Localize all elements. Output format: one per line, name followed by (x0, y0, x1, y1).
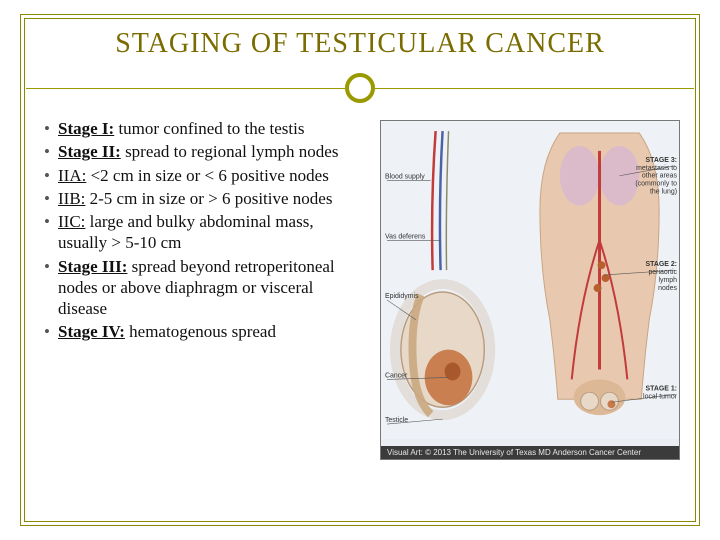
stage-label: STAGE 2: (646, 261, 677, 268)
bullet-item: Stage I: tumor confined to the testis (44, 118, 364, 139)
stage-label: other areas (642, 173, 678, 180)
bullet-item: Stage III: spread beyond retroperitoneal… (44, 256, 364, 320)
stage-label: STAGE 3: (646, 157, 677, 164)
decorative-ring-icon (345, 73, 375, 103)
anatomy-figure: Blood supply Vas deferens Epididymis Cancer… (380, 120, 680, 460)
stage-label: STAGE 1: (646, 385, 677, 392)
stage-label: the lung) (650, 189, 677, 196)
stage-label: local tumor (643, 393, 678, 400)
anatomy-illustration: Blood supply Vas deferens Epididymis Cancer… (381, 121, 679, 459)
stage-label: periaortic (648, 269, 677, 276)
anatomy-label: Blood supply (385, 174, 425, 181)
anatomy-label: Epididymis (385, 293, 419, 300)
anatomy-label: Vas deferens (385, 233, 426, 240)
stage-label: metastasis to (636, 165, 677, 172)
anatomy-label: Cancer (385, 372, 408, 379)
figure-caption: Visual Art: © 2013 The University of Tex… (381, 446, 679, 459)
slide-title: STAGING OF TESTICULAR CANCER (0, 28, 720, 60)
stage-label: nodes (658, 285, 677, 292)
bullet-item: Stage II: spread to regional lymph nodes (44, 141, 364, 162)
stage-label: (commonly to (635, 181, 677, 188)
anatomy-label: Testicle (385, 417, 408, 424)
stage-label: lymph (658, 277, 677, 284)
bullet-list: Stage I: tumor confined to the testisSta… (44, 118, 364, 345)
bullet-item: IIB: 2-5 cm in size or > 6 positive node… (44, 188, 364, 209)
bullet-item: IIA: <2 cm in size or < 6 positive nodes (44, 165, 364, 186)
bullet-item: IIC: large and bulky abdominal mass, usu… (44, 211, 364, 254)
bullet-item: Stage IV: hematogenous spread (44, 321, 364, 342)
